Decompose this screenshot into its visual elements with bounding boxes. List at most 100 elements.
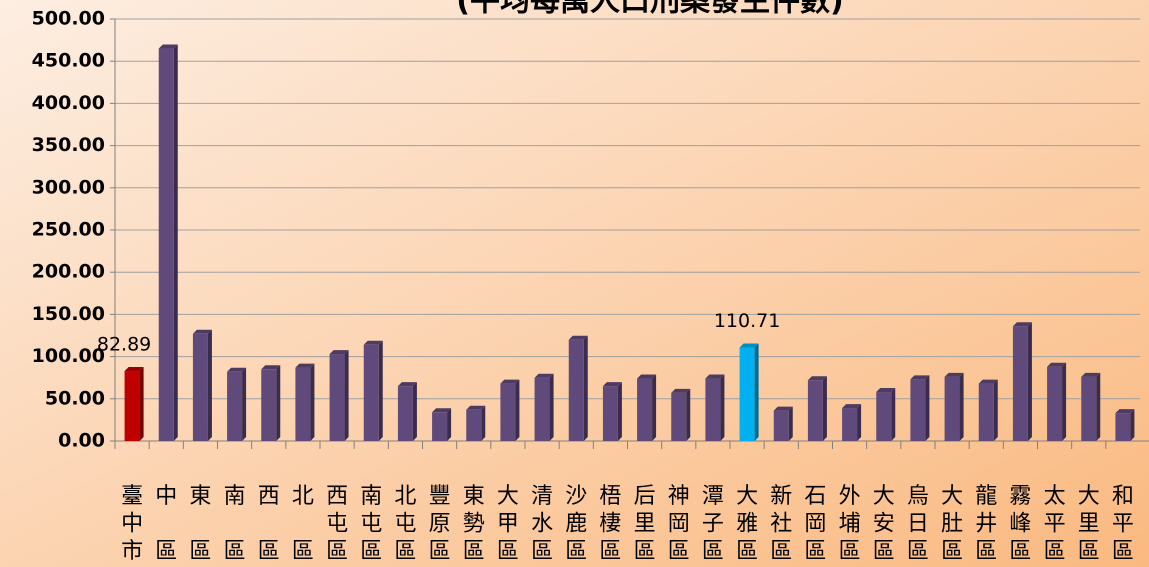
bar [842, 408, 858, 441]
bar [124, 371, 140, 441]
y-tick-label: 450.00 [32, 50, 105, 72]
bar-top [705, 374, 725, 379]
bar [261, 369, 277, 441]
x-tick-label: 南屯區 [360, 484, 382, 564]
x-tick-label: 大安區 [873, 484, 895, 564]
x-tick-label: 潭子區 [702, 484, 724, 564]
bar-top [1115, 409, 1135, 414]
x-tick-label: 北屯區 [394, 484, 416, 564]
bar-side [1130, 409, 1135, 441]
x-tick-label: 臺中市 [121, 484, 143, 564]
bar-side [617, 382, 622, 441]
bar-side [788, 406, 793, 441]
bar [739, 347, 755, 441]
bar-top [1012, 322, 1032, 327]
y-tick-label: 50.00 [45, 387, 105, 409]
bar [227, 371, 243, 441]
bar-top [397, 382, 417, 387]
bar [705, 378, 721, 441]
bar-side [344, 350, 349, 441]
bar [466, 409, 482, 441]
bar-side [242, 367, 247, 441]
x-tick-label: 石岡區 [804, 484, 826, 564]
bar [192, 333, 208, 441]
y-tick-label: 200.00 [32, 261, 105, 283]
bar-top [227, 367, 247, 372]
bar-top [637, 374, 657, 379]
x-tick-label: 北區 [292, 484, 314, 564]
bar [329, 354, 345, 441]
x-tick-label: 龍井區 [975, 484, 997, 564]
bar-top [1047, 362, 1067, 367]
x-tick-label: 西區 [258, 484, 280, 564]
bar-side [310, 363, 315, 441]
bar [602, 386, 618, 441]
bar-side [447, 408, 452, 441]
bar-top [158, 44, 178, 49]
bar-side [959, 372, 964, 441]
y-tick-label: 0.00 [58, 430, 105, 452]
bar [1047, 366, 1063, 441]
bar-top [910, 375, 930, 380]
bar-top [944, 372, 964, 377]
x-tick-label: 西屯區 [326, 484, 348, 564]
bar-side [173, 44, 178, 441]
bar-top [807, 376, 827, 381]
bar-side [993, 379, 998, 441]
bar-top [876, 388, 896, 393]
x-tick-label: 大雅區 [736, 484, 758, 564]
bar-top [978, 379, 998, 384]
bar-side [652, 374, 657, 441]
x-tick-label: 梧棲區 [599, 484, 621, 564]
y-tick-label: 250.00 [32, 219, 105, 241]
x-tick-label: 外埔區 [839, 484, 861, 564]
x-tick-label: 新社區 [770, 484, 792, 564]
bar-side [857, 404, 862, 441]
y-tick-label: 350.00 [32, 134, 105, 156]
bar-top [192, 329, 212, 334]
x-tick-label: 清水區 [531, 484, 553, 564]
bar-side [583, 335, 588, 441]
bar [1012, 326, 1028, 441]
x-tick-label: 大里區 [1078, 484, 1100, 564]
x-tick-label: 中區 [155, 484, 177, 564]
x-tick-label: 沙鹿區 [565, 484, 587, 564]
bar-top [842, 404, 862, 409]
bar [876, 392, 892, 441]
bar-top [1081, 372, 1101, 377]
bar [910, 379, 926, 441]
x-tick-label: 神岡區 [668, 484, 690, 564]
x-tick-label: 太平區 [1044, 484, 1066, 564]
y-tick-label: 300.00 [32, 176, 105, 198]
bar-top [466, 405, 486, 410]
bar-side [549, 373, 554, 441]
x-tick-label: 后里區 [634, 484, 656, 564]
bar-top [568, 335, 588, 340]
bar-side [412, 382, 417, 441]
y-tick-label: 150.00 [32, 303, 105, 325]
bar [432, 412, 448, 441]
bar-side [515, 379, 520, 441]
bar-side [754, 343, 759, 441]
bar-top [432, 408, 452, 413]
bar [1115, 413, 1131, 441]
data-label: 82.89 [97, 334, 151, 356]
bar [807, 380, 823, 441]
bar-top [534, 373, 554, 378]
bar [363, 344, 379, 441]
bar [944, 376, 960, 441]
bar-side [378, 340, 383, 441]
bar-side [207, 329, 212, 441]
bar [773, 410, 789, 441]
y-tick-label: 400.00 [32, 92, 105, 114]
x-tick-label: 霧峰區 [1009, 484, 1031, 564]
bar-side [891, 388, 896, 441]
bar [158, 48, 174, 441]
x-tick-label: 烏日區 [907, 484, 929, 564]
bar [397, 386, 413, 441]
x-tick-label: 大肚區 [941, 484, 963, 564]
bar [500, 383, 516, 441]
y-tick-label: 100.00 [32, 345, 105, 367]
